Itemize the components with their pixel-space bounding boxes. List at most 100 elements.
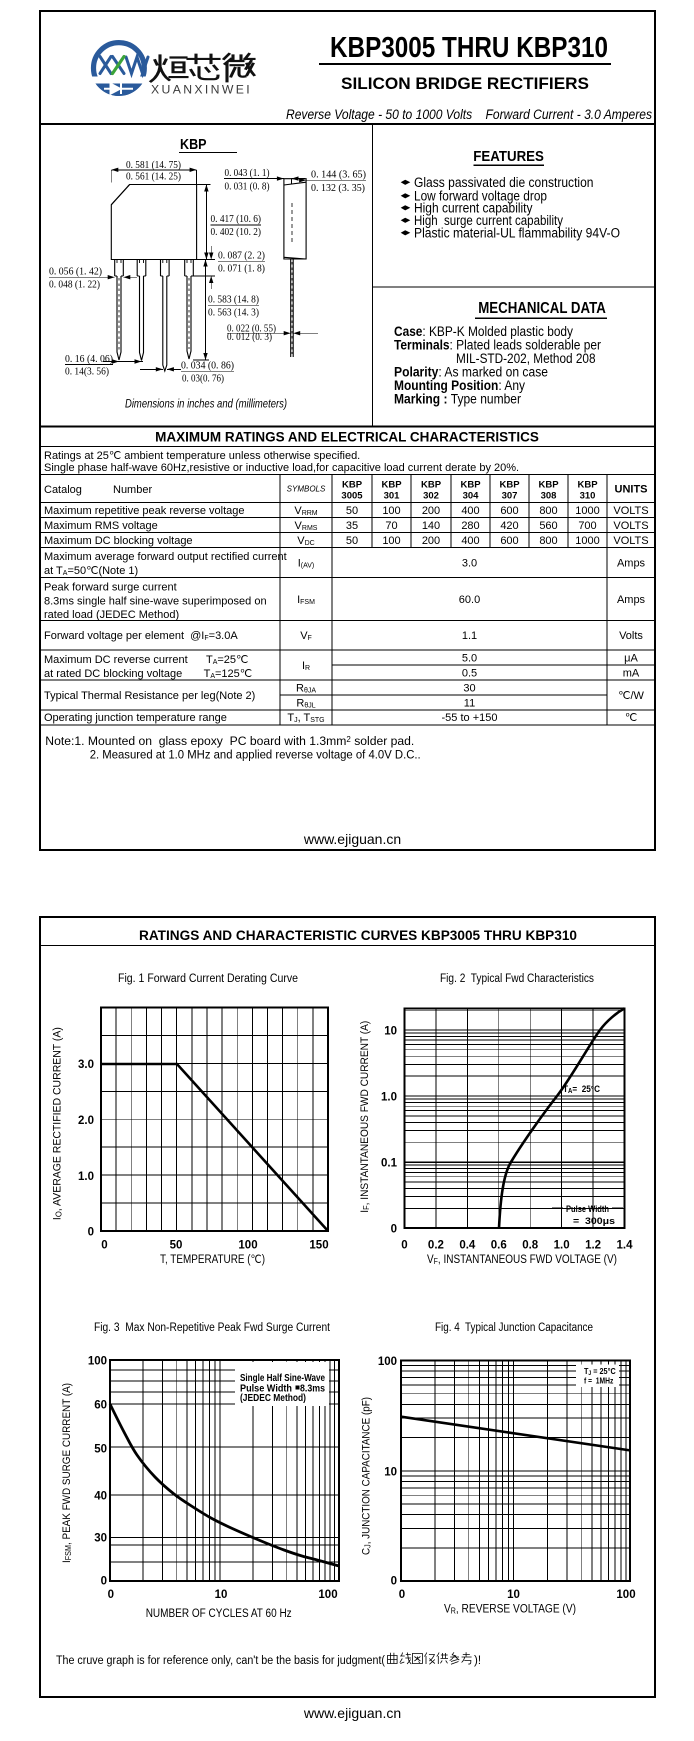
svg-text:3005: 3005	[341, 491, 363, 502]
svg-text:0: 0	[101, 1576, 107, 1588]
svg-text:1.2: 1.2	[585, 1240, 601, 1252]
svg-text:60: 60	[94, 1400, 107, 1412]
svg-text:RθJA: RθJA	[296, 683, 316, 695]
svg-text:RθJL: RθJL	[296, 698, 315, 710]
svg-text:Terminals: Plated leads solder: Terminals: Plated leads solderable per	[394, 338, 601, 353]
svg-text:KBP: KBP	[381, 480, 402, 491]
svg-text:8.3ms single half sine-wave su: 8.3ms single half sine-wave superimposed…	[44, 596, 267, 608]
svg-text:VOLTS: VOLTS	[613, 520, 648, 532]
svg-text:0. 14(3. 56): 0. 14(3. 56)	[65, 367, 109, 378]
svg-text:420: 420	[500, 520, 518, 532]
svg-text:SILICON BRIDGE RECTIFIERS: SILICON BRIDGE RECTIFIERS	[341, 75, 589, 93]
svg-text:CJ, JUNCTION CAPACITANCE (pF): CJ, JUNCTION CAPACITANCE (pF)	[361, 1397, 373, 1555]
svg-text:IR: IR	[302, 660, 310, 672]
svg-text:KBP: KBP	[342, 480, 363, 491]
svg-text:0. 022 (0. 55): 0. 022 (0. 55)	[227, 324, 276, 335]
svg-text:8.3ms: 8.3ms	[300, 1383, 325, 1394]
svg-text:High surge current capability: High surge current capability	[414, 213, 563, 228]
svg-text:0: 0	[391, 1576, 397, 1588]
svg-text:0. 132 (3. 35): 0. 132 (3. 35)	[311, 183, 365, 194]
svg-text:Low forward voltage drop: Low forward voltage drop	[414, 189, 547, 204]
svg-text:I(AV): I(AV)	[298, 558, 315, 570]
svg-text:0. 048 (1. 22): 0. 048 (1. 22)	[49, 280, 100, 291]
svg-text:0: 0	[108, 1589, 114, 1601]
svg-text:= 300μs: = 300μs	[573, 1216, 615, 1227]
svg-text:600: 600	[500, 505, 518, 517]
svg-text:T, TEMPERATURE (℃): T, TEMPERATURE (℃)	[160, 1254, 265, 1266]
svg-text:Case: KBP-K Molded plastic bod: Case: KBP-K Molded plastic body	[394, 324, 573, 339]
svg-text:1.0: 1.0	[381, 1092, 397, 1104]
svg-text:100: 100	[318, 1589, 337, 1601]
svg-text:150: 150	[309, 1240, 328, 1252]
svg-text:200: 200	[422, 535, 440, 547]
svg-text:Catalog: Catalog	[44, 484, 82, 496]
svg-text:5.0: 5.0	[462, 653, 477, 665]
svg-text:800: 800	[539, 535, 557, 547]
svg-text:VR, REVERSE VOLTAGE (V): VR, REVERSE VOLTAGE (V)	[444, 1604, 576, 1616]
svg-text:1000: 1000	[575, 535, 599, 547]
svg-text:0. 031 (0. 8): 0. 031 (0. 8)	[225, 182, 270, 193]
svg-text:MAXIMUM RATINGS AND ELECTRICAL: MAXIMUM RATINGS AND ELECTRICAL CHARACTER…	[155, 430, 539, 445]
svg-text:IFSM, PEAK FWD SURGE CURRENT (: IFSM, PEAK FWD SURGE CURRENT (A)	[61, 1383, 73, 1563]
svg-text:0.6: 0.6	[491, 1240, 507, 1252]
svg-text:100: 100	[378, 1356, 397, 1368]
svg-text:0. 056 (1. 42): 0. 056 (1. 42)	[49, 267, 102, 278]
svg-text:0. 16 (4. 06): 0. 16 (4. 06)	[65, 354, 113, 365]
svg-text:600: 600	[500, 535, 518, 547]
svg-text:at TA=50℃(Note 1): at TA=50℃(Note 1)	[44, 565, 138, 577]
svg-text:307: 307	[502, 491, 518, 502]
svg-text:FEATURES: FEATURES	[473, 149, 544, 165]
svg-text:NUMBER OF CYCLES AT 60 Hz: NUMBER OF CYCLES AT 60 Hz	[146, 1608, 292, 1620]
svg-text:304: 304	[463, 491, 480, 502]
svg-text:VOLTS: VOLTS	[613, 535, 648, 547]
svg-text:Maximum average forward output: Maximum average forward output rectified…	[44, 551, 287, 563]
svg-text:0. 043 (1. 1): 0. 043 (1. 1)	[225, 168, 270, 179]
svg-text:100: 100	[616, 1589, 635, 1601]
svg-text:0: 0	[391, 1224, 397, 1236]
svg-text:TJ, TSTG: TJ, TSTG	[287, 712, 324, 724]
svg-text:70: 70	[385, 520, 397, 532]
svg-text:1.0: 1.0	[554, 1240, 570, 1252]
svg-text:0. 012 (0. 3): 0. 012 (0. 3)	[227, 332, 272, 343]
svg-text:μA: μA	[624, 653, 638, 665]
svg-text:(JEDEC Method): (JEDEC Method)	[240, 1393, 306, 1404]
svg-text:Typical Thermal Resistance per: Typical Thermal Resistance per leg(Note …	[44, 690, 255, 702]
svg-text:30: 30	[463, 683, 475, 695]
svg-text:at rated DC blocking voltage: at rated DC blocking voltage TA=125℃	[44, 668, 252, 680]
svg-text:0. 402 (10. 2): 0. 402 (10. 2)	[211, 227, 262, 238]
svg-text:Pulse Width: Pulse Width	[240, 1383, 292, 1394]
svg-text:KBP3005 THRU KBP310: KBP3005 THRU KBP310	[330, 32, 608, 64]
svg-text:2.0: 2.0	[78, 1115, 94, 1127]
svg-text:10: 10	[507, 1589, 520, 1601]
svg-text:10: 10	[384, 1466, 397, 1478]
svg-text:0.8: 0.8	[522, 1240, 539, 1252]
svg-text:Fig. 4 Typical Junction Capac: Fig. 4 Typical Junction Capacitance	[435, 1322, 593, 1334]
svg-text:3.0: 3.0	[78, 1059, 94, 1071]
svg-text:50: 50	[346, 505, 358, 517]
svg-text:Note:1. Mounted on glass epox: Note:1. Mounted on glass epoxy PC board …	[45, 734, 414, 748]
svg-text:VF, INSTANTANEOUS FWD VOLTAGE: VF, INSTANTANEOUS FWD VOLTAGE (V)	[427, 1254, 617, 1266]
svg-text:VF: VF	[300, 630, 312, 642]
svg-text:UNITS: UNITS	[615, 484, 648, 496]
svg-text:0: 0	[101, 1240, 107, 1252]
svg-text:0.4: 0.4	[459, 1240, 476, 1252]
svg-text:50: 50	[346, 535, 358, 547]
svg-text:11: 11	[464, 698, 475, 710]
svg-text:Polarity: As marked on case: Polarity: As marked on case	[394, 365, 548, 380]
svg-text:mA: mA	[623, 668, 640, 680]
svg-text:℃/W: ℃/W	[618, 690, 644, 702]
svg-text:-55 to +150: -55 to +150	[442, 712, 498, 724]
svg-text:Single Half Sine-Wave: Single Half Sine-Wave	[240, 1373, 325, 1384]
svg-text:0. 03(0. 76): 0. 03(0. 76)	[182, 374, 224, 385]
svg-text:310: 310	[580, 491, 596, 502]
svg-text:MECHANICAL DATA: MECHANICAL DATA	[478, 300, 606, 317]
svg-text:60.0: 60.0	[459, 594, 480, 606]
svg-text:560: 560	[539, 520, 557, 532]
svg-text:800: 800	[539, 505, 557, 517]
svg-text:VRMS: VRMS	[295, 520, 318, 532]
svg-text:0. 563 (14. 3): 0. 563 (14. 3)	[208, 308, 259, 319]
svg-text:KBP: KBP	[460, 480, 481, 491]
svg-text:IF, INSTANTANEOUS FWD CURRENT: IF, INSTANTANEOUS FWD CURRENT (A)	[359, 1021, 371, 1213]
svg-text:IO, AVERAGE RECTIFIED CURRENT: IO, AVERAGE RECTIFIED CURRENT (A)	[52, 1027, 64, 1220]
svg-text:Marking : Type number: Marking : Type number	[394, 392, 521, 407]
